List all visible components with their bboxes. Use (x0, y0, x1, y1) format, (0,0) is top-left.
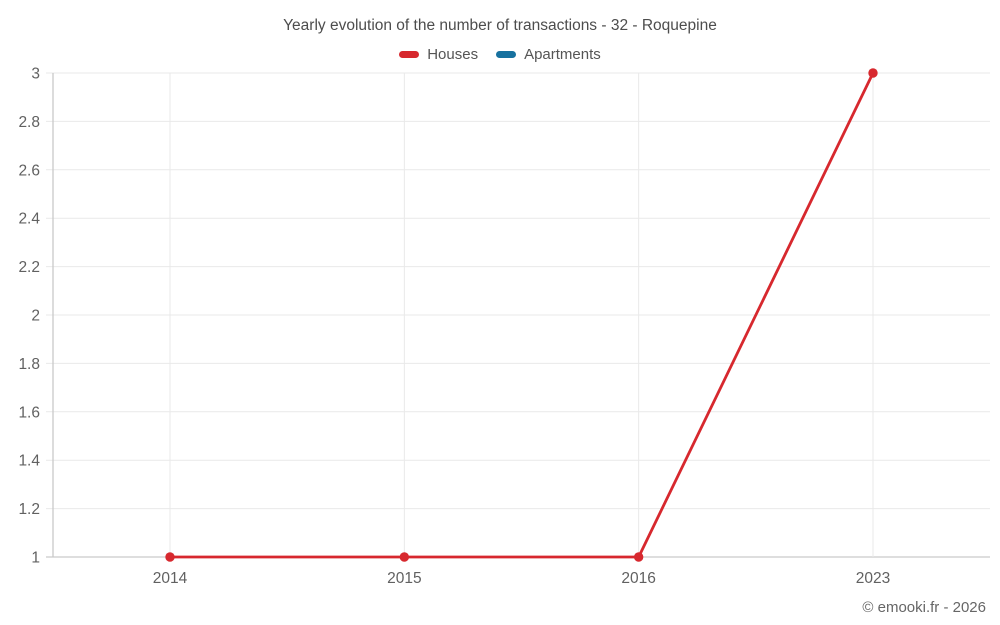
copyright-footer: © emooki.fr - 2026 (862, 599, 986, 616)
legend-label-apartments: Apartments (524, 46, 601, 63)
y-tick-label: 1.2 (18, 501, 40, 518)
chart-title: Yearly evolution of the number of transa… (283, 17, 717, 34)
x-tick-label: 2016 (621, 570, 655, 587)
legend-label-houses: Houses (427, 46, 479, 63)
y-tick-label: 2.6 (18, 162, 40, 179)
apartments-swatch-icon (496, 51, 517, 58)
series-line-houses (168, 71, 875, 559)
x-tick-label: 2023 (856, 570, 890, 587)
chart-legend: Houses Apartments (0, 46, 1000, 63)
x-tick-label: 2014 (153, 570, 188, 587)
houses-swatch-icon (399, 51, 420, 58)
data-point-houses-2023 (868, 68, 878, 78)
y-tick-label: 2.4 (18, 211, 40, 228)
legend-item-apartments[interactable]: Apartments (496, 46, 601, 63)
legend-item-houses[interactable]: Houses (399, 46, 478, 63)
data-point-houses-2014 (165, 552, 175, 562)
y-tick-label: 2 (31, 308, 40, 325)
y-tick-label: 3 (31, 66, 40, 83)
x-tick-label: 2015 (387, 570, 421, 587)
y-tick-label: 1.6 (18, 404, 40, 421)
data-point-houses-2015 (399, 552, 410, 562)
data-point-houses-2016 (633, 552, 644, 562)
y-tick-label: 1.4 (18, 453, 40, 470)
y-tick-label: 2.2 (18, 259, 40, 276)
y-tick-label: 1.8 (18, 356, 40, 373)
y-tick-label: 1 (31, 550, 40, 567)
y-tick-label: 2.8 (18, 114, 40, 131)
